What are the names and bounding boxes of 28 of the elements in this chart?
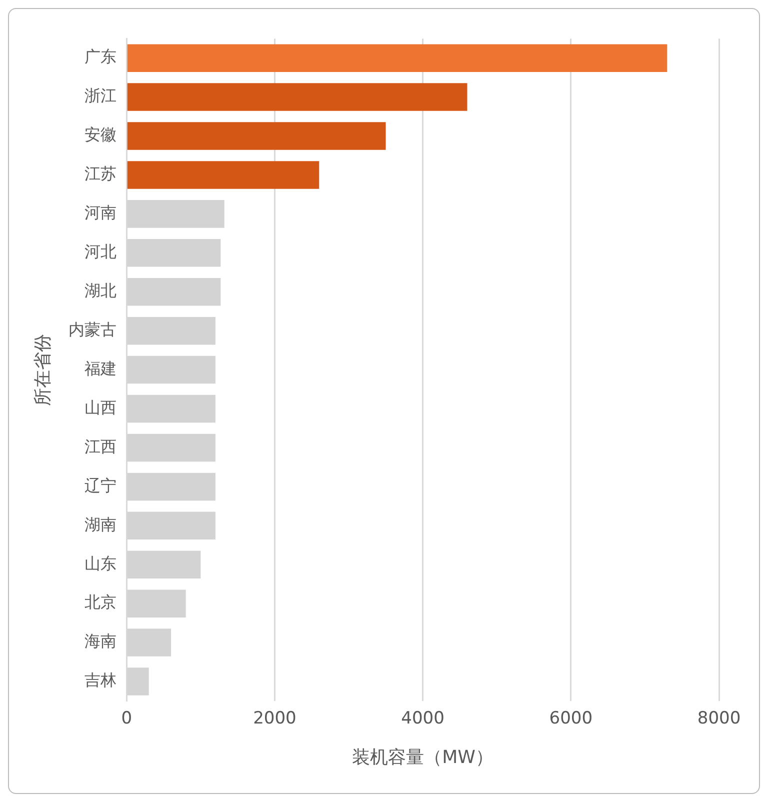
- y-tick-label: 河北: [84, 242, 117, 262]
- x-tick-label: 4000: [401, 708, 444, 729]
- y-tick-label: 湖南: [84, 514, 117, 534]
- y-tick-label: 湖北: [84, 281, 117, 300]
- y-tick-label: 广东: [84, 47, 117, 66]
- bar: [127, 161, 320, 189]
- y-tick-label: 山东: [84, 554, 117, 573]
- y-tick-label: 安徽: [84, 125, 117, 144]
- x-tick-label: 0: [121, 708, 132, 729]
- x-axis-title: 装机容量（MW）: [352, 746, 494, 768]
- bar: [127, 44, 668, 72]
- y-tick-label: 浙江: [84, 86, 117, 106]
- y-axis-title: 所在省份: [32, 334, 54, 406]
- x-tick-label: 8000: [697, 708, 741, 729]
- y-tick-label: 北京: [84, 592, 117, 612]
- y-tick-label: 江西: [84, 436, 117, 456]
- y-tick-label: 河南: [84, 203, 117, 222]
- y-tick-label: 辽宁: [84, 476, 117, 495]
- y-tick-label: 海南: [84, 632, 117, 651]
- x-tick-label: 2000: [253, 708, 296, 729]
- y-tick-label: 吉林: [84, 670, 117, 690]
- x-tick-label: 6000: [549, 708, 593, 729]
- bar: [127, 83, 468, 111]
- bar: [127, 122, 386, 150]
- y-tick-label: 福建: [84, 358, 117, 378]
- y-tick-label: 江苏: [84, 164, 117, 184]
- y-tick-label: 内蒙古: [68, 320, 117, 339]
- y-tick-label: 山西: [84, 398, 117, 417]
